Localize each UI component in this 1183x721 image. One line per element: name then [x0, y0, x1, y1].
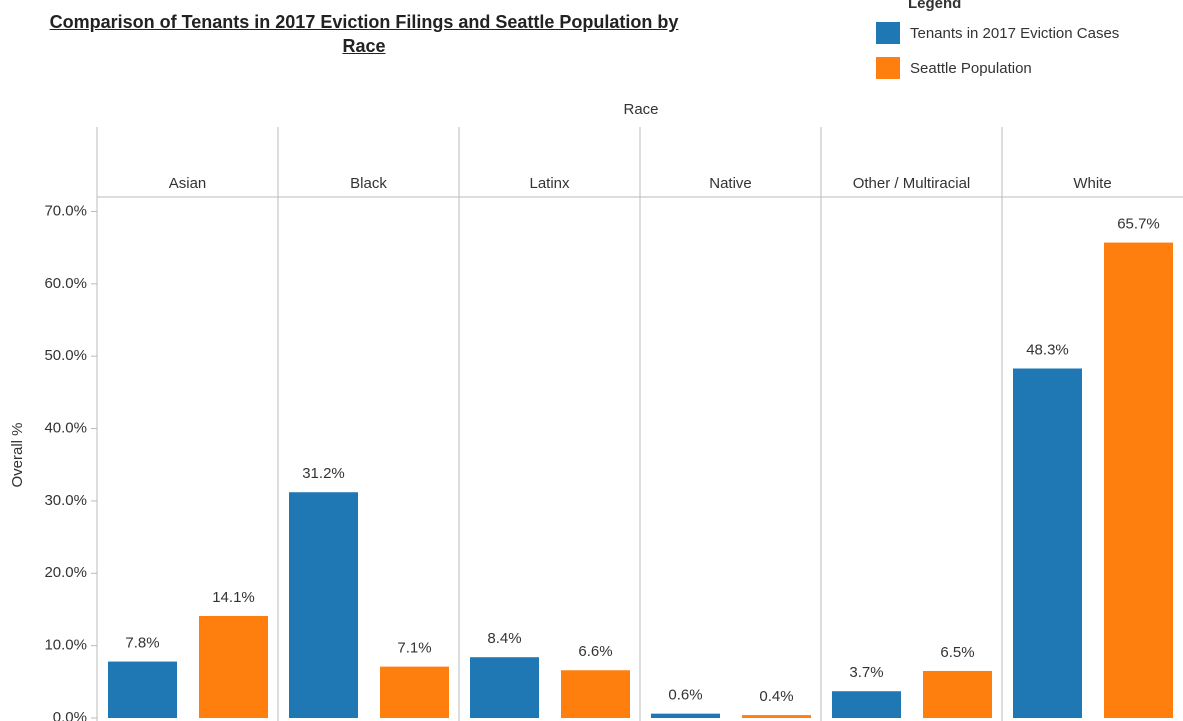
y-tick-label: 20.0% — [44, 564, 87, 581]
y-tick-label: 50.0% — [44, 347, 87, 364]
facet-label: Native — [709, 175, 752, 192]
data-label: 48.3% — [1026, 341, 1069, 358]
facet-label: White — [1073, 175, 1111, 192]
y-axis-label: Overall % — [9, 422, 26, 487]
facet-label: Asian — [169, 175, 207, 192]
y-tick-label: 70.0% — [44, 202, 87, 219]
data-label: 0.4% — [759, 688, 793, 705]
facet-label: Other / Multiracial — [853, 175, 971, 192]
y-tick-label: 40.0% — [44, 420, 87, 437]
data-label: 31.2% — [302, 465, 345, 482]
y-tick-label: 60.0% — [44, 275, 87, 292]
data-label: 7.8% — [125, 635, 159, 652]
legend-swatch — [876, 57, 900, 79]
y-tick-label: 30.0% — [44, 492, 87, 509]
bar — [832, 691, 901, 718]
bar — [1104, 242, 1173, 718]
legend-label: Tenants in 2017 Eviction Cases — [910, 25, 1119, 42]
legend-label: Seattle Population — [910, 60, 1032, 77]
data-label: 6.5% — [940, 644, 974, 661]
data-label: 65.7% — [1117, 216, 1160, 233]
y-tick-label: 10.0% — [44, 637, 87, 654]
legend-swatch — [876, 22, 900, 44]
facet-axis-label: Race — [623, 101, 658, 118]
bar — [1013, 368, 1082, 718]
data-label: 6.6% — [578, 643, 612, 660]
data-label: 7.1% — [397, 640, 431, 657]
data-label: 3.7% — [849, 664, 883, 681]
data-label: 8.4% — [487, 630, 521, 647]
y-tick-label: 0.0% — [53, 709, 87, 721]
facet-label: Latinx — [529, 175, 570, 192]
data-label: 0.6% — [668, 687, 702, 704]
bar — [289, 492, 358, 718]
bar — [470, 657, 539, 718]
chart-title: Comparison of Tenants in 2017 Eviction F… — [49, 12, 679, 56]
bar — [380, 666, 449, 718]
bar — [742, 715, 811, 718]
bar — [561, 670, 630, 718]
bar — [199, 615, 268, 718]
data-label: 14.1% — [212, 589, 255, 606]
bar — [923, 670, 992, 718]
legend-title: Legend — [908, 0, 961, 12]
bar — [108, 661, 177, 718]
facet-label: Black — [350, 175, 387, 192]
bar — [651, 713, 720, 718]
